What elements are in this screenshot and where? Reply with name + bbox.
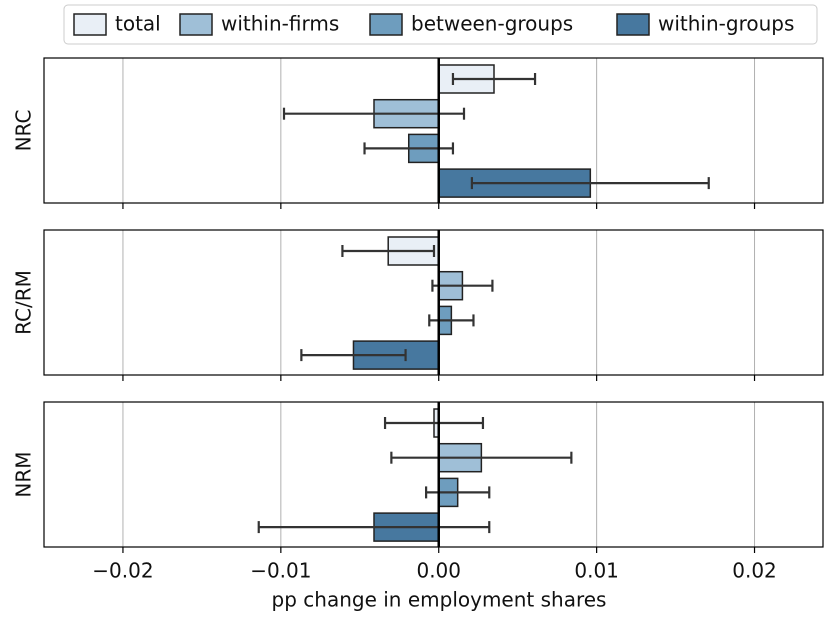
legend-label: within-firms xyxy=(221,12,339,36)
legend-swatch xyxy=(616,13,650,36)
x-tick-label: 0.01 xyxy=(574,559,619,583)
legend-swatch xyxy=(369,13,403,36)
legend-swatch xyxy=(73,13,107,36)
legend-label: within-groups xyxy=(658,12,794,36)
panel-frame xyxy=(43,57,824,204)
x-axis-label: pp change in employment shares xyxy=(272,588,607,612)
panel-frame xyxy=(43,401,824,548)
x-tick-label: −0.01 xyxy=(250,559,311,583)
panel-label: NRM xyxy=(12,451,36,497)
panel-label: RC/RM xyxy=(12,270,36,335)
x-tick-label: 0.02 xyxy=(732,559,777,583)
panel-label: NRC xyxy=(12,110,36,152)
legend-swatch xyxy=(179,13,213,36)
legend-label: between-groups xyxy=(411,12,573,36)
legend-label: total xyxy=(115,12,161,36)
panel-frame xyxy=(43,229,824,376)
x-tick-label: −0.02 xyxy=(92,559,153,583)
x-tick-label: 0.00 xyxy=(416,559,461,583)
